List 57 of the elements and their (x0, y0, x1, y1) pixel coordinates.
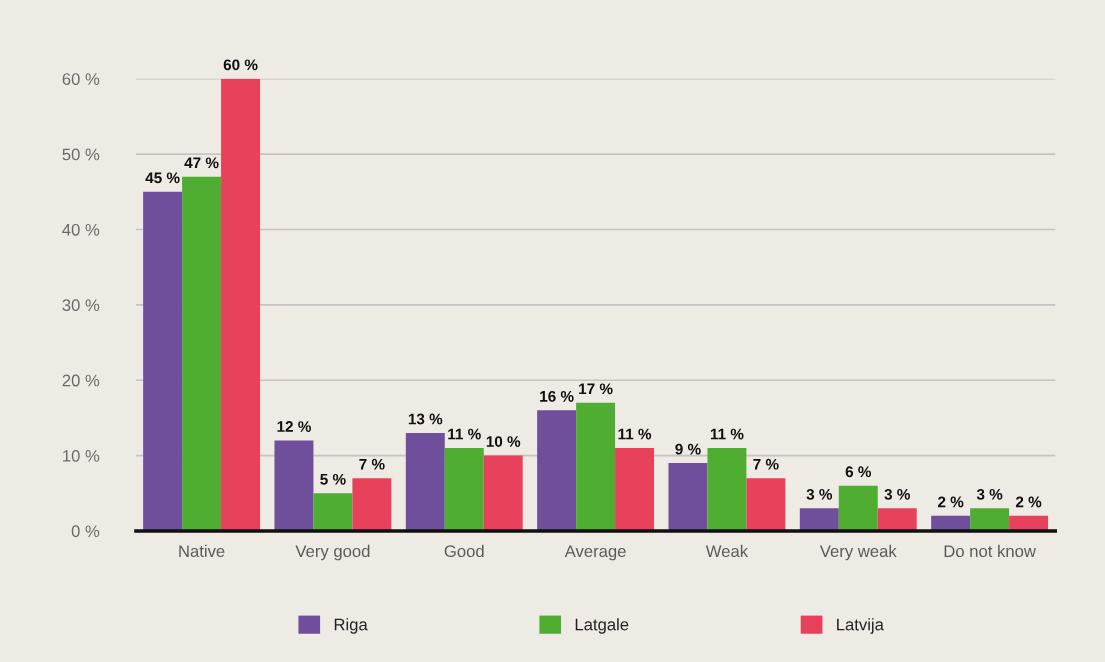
data-label: 13 % (408, 413, 443, 425)
data-label: 2 % (938, 496, 964, 508)
legend-label: Riga (334, 618, 368, 634)
bar (576, 402, 616, 531)
bar (143, 191, 183, 531)
data-label: 60 % (223, 59, 258, 71)
data-label: 6 % (845, 466, 872, 478)
data-label: 7 % (753, 458, 779, 470)
bar (877, 508, 917, 531)
bar (668, 463, 708, 531)
bar (313, 493, 353, 531)
y-tick-label: 0 % (71, 525, 100, 538)
bar (221, 78, 261, 531)
y-tick-label: 20 % (62, 374, 100, 387)
data-label: 45 % (145, 172, 180, 184)
data-label: 11 % (710, 428, 744, 440)
data-label: 2 % (1015, 496, 1042, 508)
bar (707, 448, 747, 531)
data-label: 3 % (884, 488, 910, 500)
bar (182, 176, 222, 531)
x-tick-label: Very good (295, 544, 370, 561)
y-tick-label: 60 % (62, 73, 100, 85)
legend-label: Latgale (575, 618, 629, 634)
x-tick-label: Good (444, 544, 484, 558)
x-tick-label: Do not know (944, 544, 1036, 558)
bar (970, 508, 1010, 531)
data-label: 5 % (320, 473, 346, 485)
data-label: 17 % (579, 383, 613, 395)
bar (444, 448, 484, 531)
data-label: 12 % (277, 421, 311, 432)
bar (483, 455, 523, 531)
y-tick-label: 30 % (62, 299, 100, 312)
data-label: 7 % (359, 458, 385, 470)
y-tick-label: 10 % (63, 449, 100, 462)
y-tick-label: 50 % (62, 148, 100, 161)
bar (615, 448, 655, 531)
data-label: 10 % (486, 436, 521, 447)
bar (746, 478, 786, 531)
data-label: 3 % (806, 488, 833, 500)
bar (405, 432, 445, 531)
data-label: 11 % (618, 428, 652, 440)
x-tick-label: Native (179, 544, 225, 558)
bar (799, 508, 839, 531)
legend-label: Latvija (837, 618, 884, 634)
data-label: 47 % (184, 157, 219, 169)
bar (838, 485, 878, 531)
x-tick-label: Average (564, 545, 626, 561)
data-label: 3 % (976, 488, 1003, 500)
y-tick-label: 40 % (62, 223, 100, 236)
data-label: 11 % (448, 428, 481, 440)
data-label: 16 % (540, 390, 574, 402)
bar (352, 478, 392, 531)
data-label: 9 % (675, 443, 701, 455)
x-tick-label: Weak (705, 544, 749, 558)
bar (274, 440, 314, 531)
x-tick-label: Very weak (819, 544, 897, 561)
bar (537, 410, 577, 531)
